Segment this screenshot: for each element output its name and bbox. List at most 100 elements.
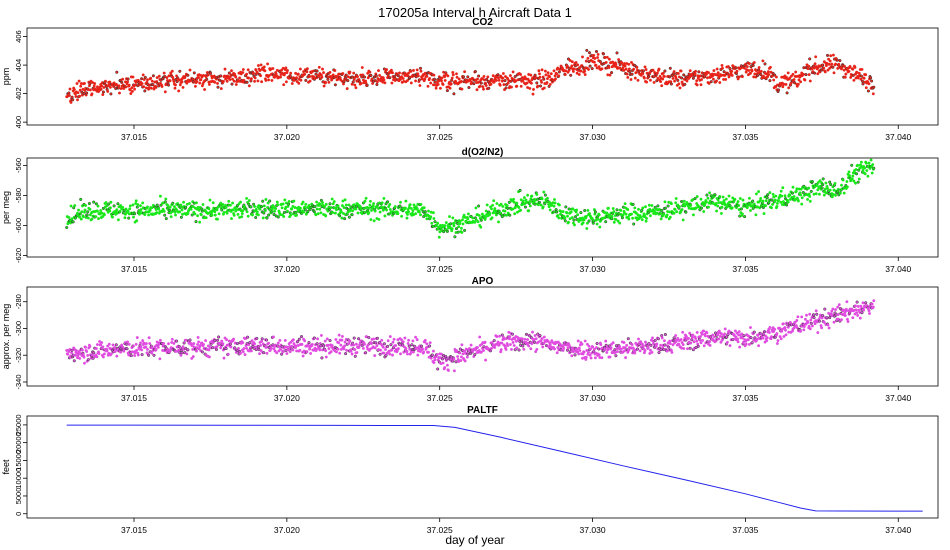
data-point [605,350,609,354]
data-point [699,197,703,201]
data-point [364,351,368,355]
data-point [630,60,633,64]
data-point [477,213,481,217]
data-point [774,75,778,79]
data-point [407,71,411,75]
data-point [363,199,367,203]
data-point [239,200,243,204]
data-point [859,77,863,81]
data-point [660,336,664,340]
data-point [412,203,416,207]
data-point [585,48,589,52]
data-point [665,213,669,217]
data-point [182,200,186,204]
data-point [452,357,456,361]
data-point [375,80,379,84]
data-point [582,350,586,354]
data-point [864,301,868,305]
data-point [645,80,649,84]
data-point [101,93,105,97]
data-point [228,78,232,81]
data-point [177,345,181,349]
data-point [109,92,113,96]
data-point [146,205,149,209]
data-point [512,344,516,347]
data-point [771,202,775,206]
data-point [531,330,534,334]
data-point [348,339,352,343]
data-point [467,85,471,90]
data-point [388,207,392,211]
data-point [315,207,319,211]
data-point [168,205,172,209]
data-point [389,68,393,72]
data-point [407,210,411,214]
data-point [367,335,371,340]
data-point [392,337,396,341]
data-point [259,63,263,67]
data-point [115,354,119,358]
data-point [97,217,100,221]
data-point [865,169,869,172]
data-point [262,211,266,215]
data-point [193,212,197,216]
data-point [871,92,875,96]
data-point [305,70,309,74]
data-point [119,350,123,354]
data-point [868,312,871,315]
data-point [607,57,611,61]
data-point [806,67,810,71]
data-point [155,211,159,215]
data-point [388,202,392,206]
data-point [747,62,751,66]
data-point [484,209,488,213]
data-point [454,360,458,364]
data-point [768,65,772,69]
data-point [415,207,419,211]
data-point [506,81,510,85]
data-point [773,73,777,77]
data-point [597,347,601,351]
data-point [587,344,591,348]
data-point [761,59,765,63]
data-point [529,73,533,77]
data-point [478,335,482,339]
data-point [571,69,575,73]
data-point [673,207,677,211]
data-point [73,204,77,207]
data-point [299,211,304,215]
data-point [404,346,408,350]
data-point [759,196,763,200]
data-point [852,78,856,82]
data-point [344,203,348,207]
data-point [720,205,724,209]
data-point [541,205,545,209]
data-point [320,356,324,360]
data-point [806,197,810,201]
y-tick-label: 25000 [14,414,23,435]
data-point [157,207,161,211]
data-point [92,200,96,204]
data-point [95,209,99,213]
data-point [70,348,74,352]
data-point [102,352,106,356]
data-point [71,98,75,102]
data-point [433,220,437,224]
data-point [461,352,465,356]
data-point [307,341,311,345]
data-point [673,79,677,83]
data-point [109,352,113,356]
data-point [674,334,678,338]
data-point [159,203,163,207]
data-point [100,84,104,88]
data-point [163,90,167,94]
data-point [333,83,337,87]
data-point [144,345,148,349]
data-point [860,311,864,315]
data-point [626,208,630,212]
data-point [578,66,582,69]
data-point [230,82,234,86]
data-point [112,204,116,208]
data-point [741,198,745,202]
data-point [840,318,843,322]
